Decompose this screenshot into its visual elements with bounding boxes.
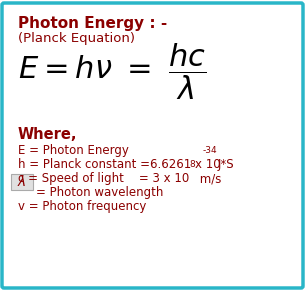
Text: m/s: m/s	[196, 172, 221, 185]
Text: v = Photon frequency: v = Photon frequency	[18, 200, 146, 213]
Text: (Planck Equation): (Planck Equation)	[18, 32, 135, 45]
Text: Photon Energy : -: Photon Energy : -	[18, 16, 167, 31]
Text: $E = h\nu\ =\ \dfrac{hc}{\lambda}$: $E = h\nu\ =\ \dfrac{hc}{\lambda}$	[18, 42, 207, 102]
Text: h = Planck constant =6.6261 x 10: h = Planck constant =6.6261 x 10	[18, 158, 221, 171]
Text: = Photon wavelength: = Photon wavelength	[36, 186, 163, 199]
FancyBboxPatch shape	[2, 3, 303, 288]
Text: E = Photon Energy: E = Photon Energy	[18, 144, 129, 157]
FancyBboxPatch shape	[11, 174, 33, 190]
Text: 8: 8	[189, 160, 195, 169]
Text: c = Speed of light    = 3 x 10: c = Speed of light = 3 x 10	[18, 172, 189, 185]
Text: -34: -34	[203, 146, 218, 155]
Text: Where,: Where,	[18, 127, 77, 142]
Text: J*S: J*S	[218, 158, 235, 171]
Text: $\lambda$: $\lambda$	[17, 175, 27, 189]
